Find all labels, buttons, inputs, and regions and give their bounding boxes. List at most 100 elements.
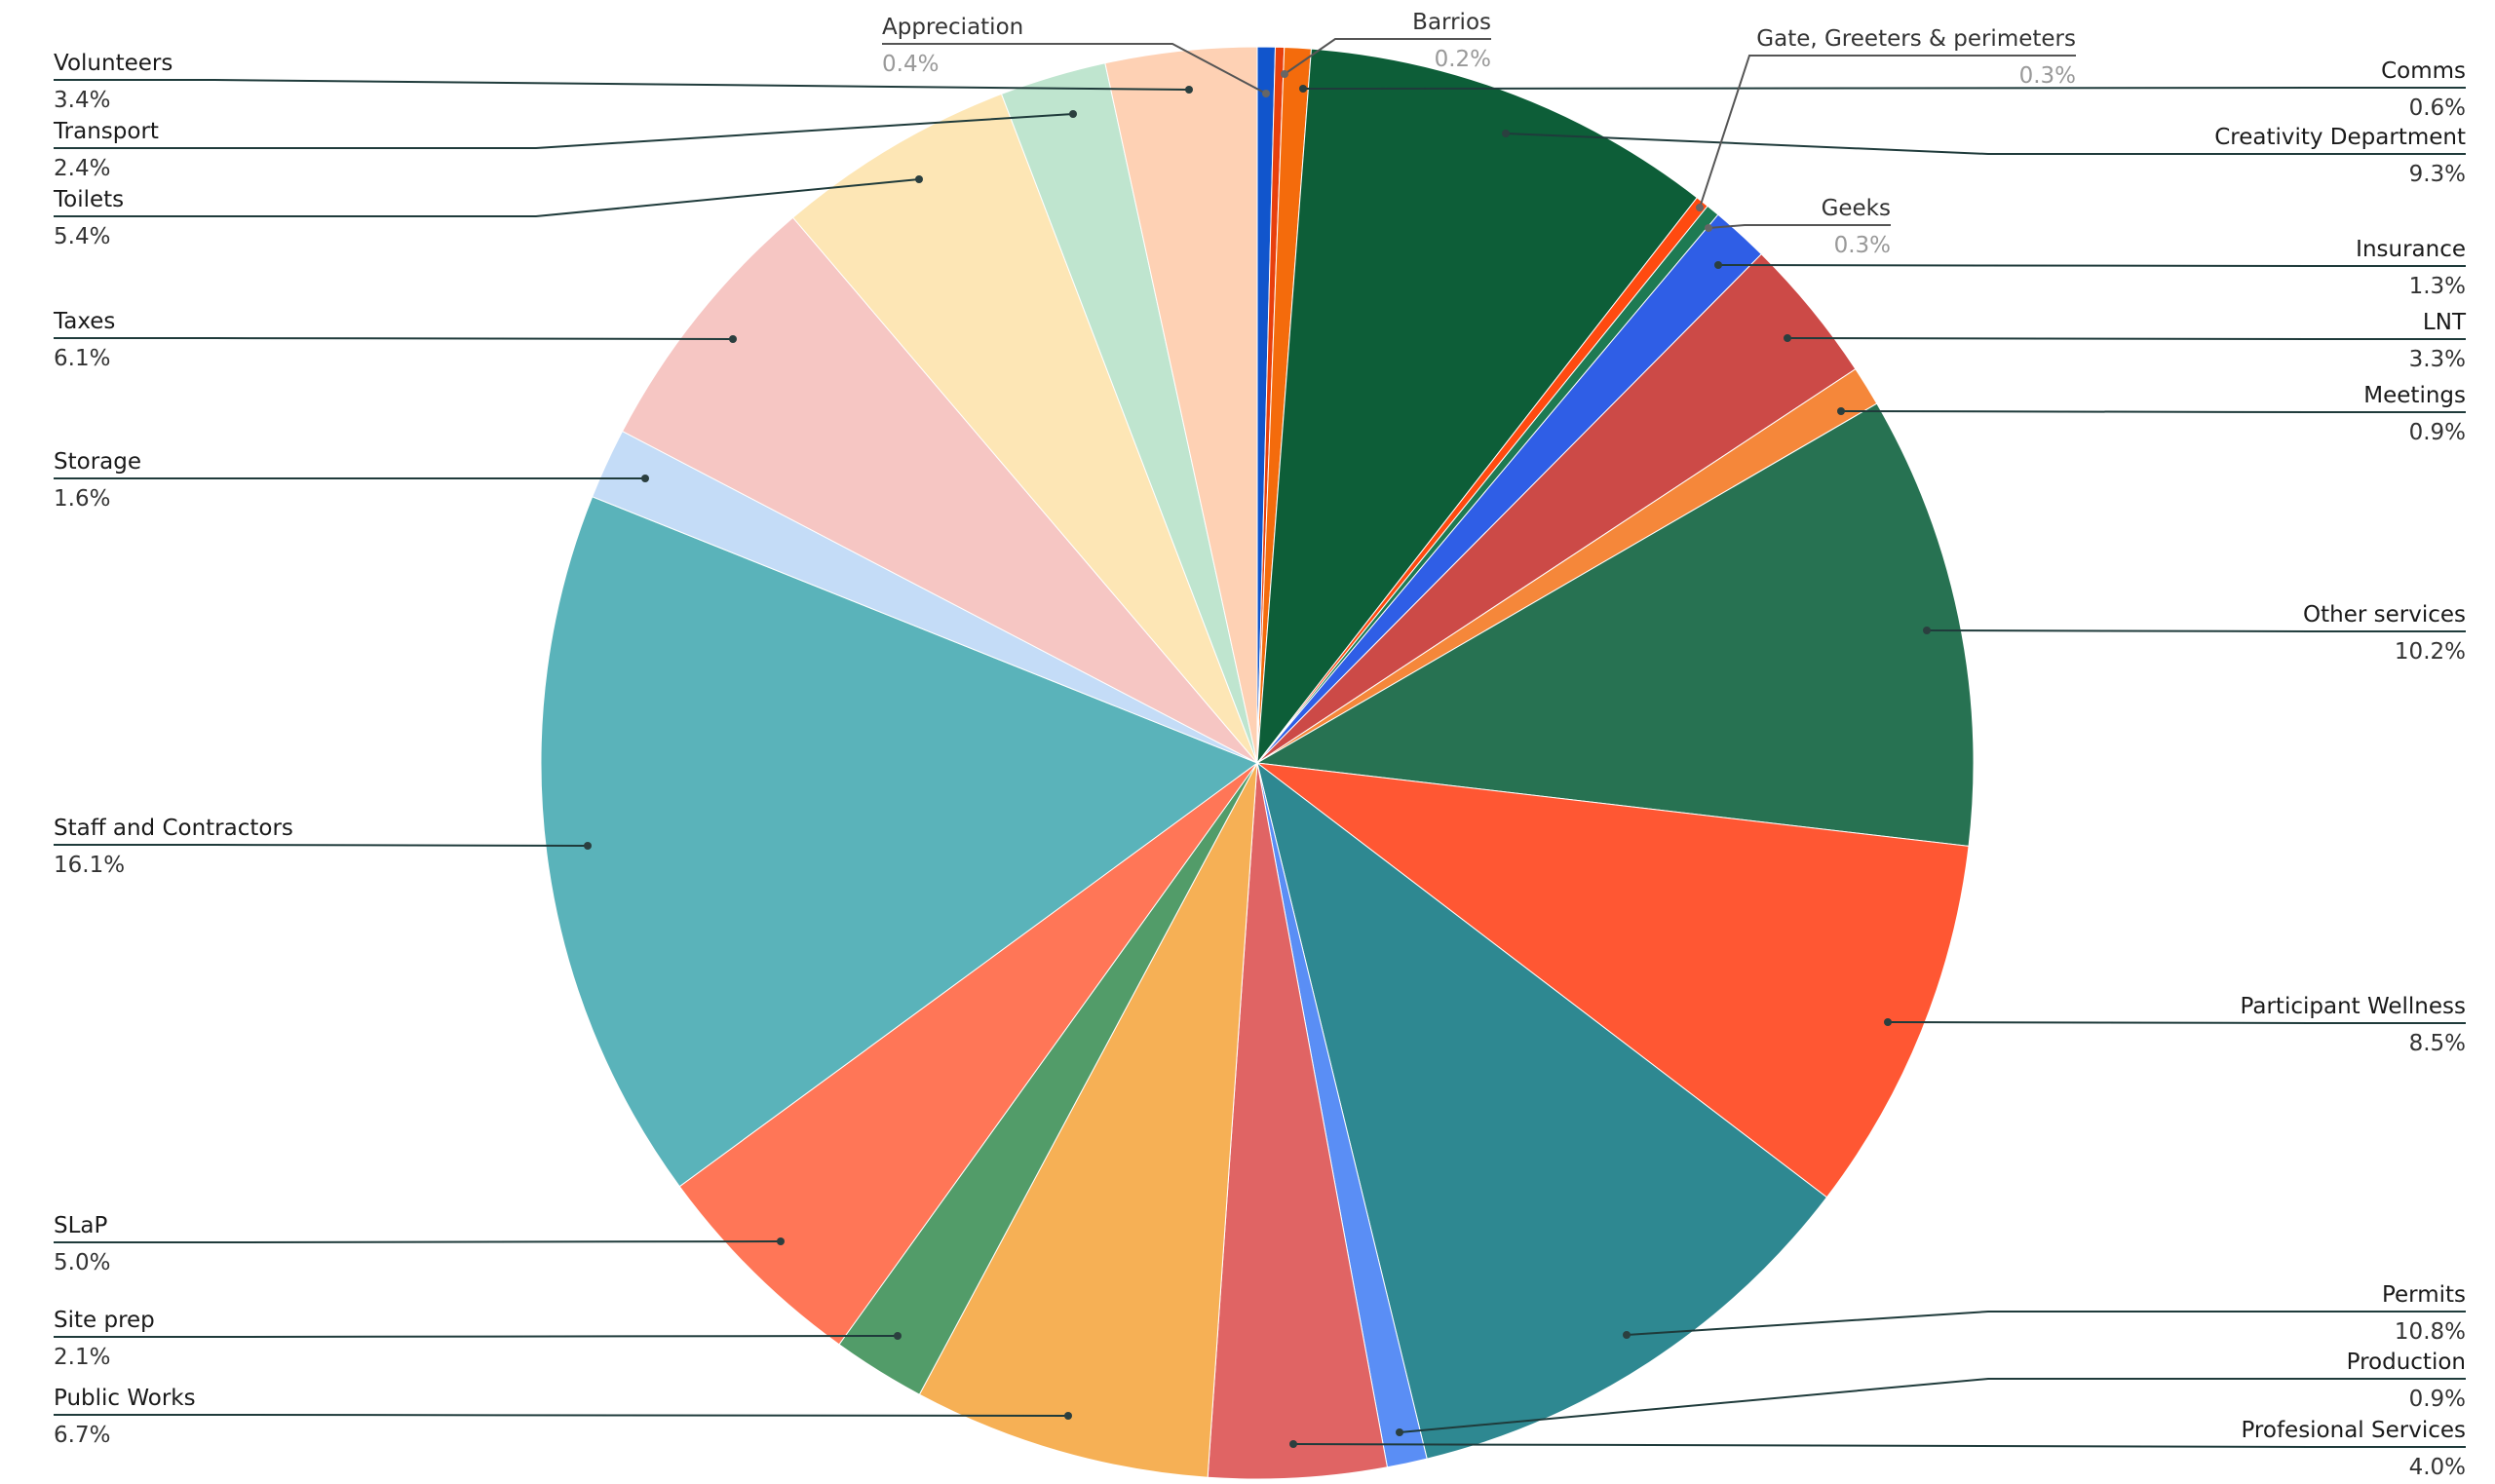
slice-value-insurance: 1.3% <box>2409 274 2466 299</box>
slice-label-toilets: Toilets <box>53 187 124 212</box>
leader-dot-slap <box>777 1237 785 1245</box>
pie-slice-slap <box>678 762 1258 1346</box>
slice-value-toilets: 5.4% <box>54 224 110 249</box>
leader-line-comms <box>1302 87 2466 90</box>
slice-value-public-works: 6.7% <box>54 1423 110 1448</box>
leader-dot-other-services <box>1923 627 1931 634</box>
leader-dot-public-works <box>1064 1412 1072 1420</box>
leader-line-permits <box>1626 1311 2466 1336</box>
slice-value-taxes: 6.1% <box>54 346 110 371</box>
slice-value-permits: 10.8% <box>2395 1319 2466 1345</box>
slice-value-barrios: 0.2% <box>1435 47 1491 72</box>
leader-dot-site-prep <box>894 1332 902 1340</box>
slice-value-creativity-department: 9.3% <box>2409 162 2466 187</box>
leader-dot-volunteers <box>1185 86 1193 94</box>
slice-label-taxes: Taxes <box>53 309 115 334</box>
slice-label-insurance: Insurance <box>2356 237 2466 262</box>
leader-line-participant-wellness <box>1887 1021 2466 1024</box>
leader-dot-insurance <box>1714 261 1722 269</box>
slice-label-transport: Transport <box>53 119 159 144</box>
slice-label-storage: Storage <box>54 449 141 475</box>
slice-label-slap: SLaP <box>54 1213 108 1238</box>
slice-label-production: Production <box>2347 1350 2466 1375</box>
slice-label-creativity-department: Creativity Department <box>2214 125 2466 150</box>
leader-dot-gate-greeters-perimeters <box>1696 204 1704 211</box>
slice-label-staff-and-contractors: Staff and Contractors <box>54 816 293 841</box>
pie-slice-creativity-department <box>1256 48 1698 765</box>
slice-value-storage: 1.6% <box>54 486 110 512</box>
slice-label-volunteers: Volunteers <box>54 51 173 76</box>
slice-label-lnt: LNT <box>2423 310 2467 335</box>
slice-label-site-prep: Site prep <box>54 1308 155 1333</box>
leader-dot-barrios <box>1281 70 1288 78</box>
slice-value-geeks: 0.3% <box>1834 233 1891 258</box>
slice-value-other-services: 10.2% <box>2395 639 2466 665</box>
slice-label-comms: Comms <box>2381 58 2466 84</box>
pie-slice-volunteers <box>1104 46 1258 764</box>
leader-dot-geeks <box>1705 224 1712 232</box>
slice-label-other-services: Other services <box>2303 602 2466 628</box>
leader-line-insurance <box>1717 264 2466 267</box>
pie-slice-other-services <box>1255 402 1975 847</box>
leader-dot-taxes <box>729 335 737 343</box>
slice-value-gate-greeters-perimeters: 0.3% <box>2019 63 2076 89</box>
pie-slices <box>540 46 1975 1480</box>
leader-line-creativity-department <box>1505 133 2466 155</box>
leader-dot-permits <box>1623 1331 1631 1339</box>
leader-line-site-prep <box>54 1335 899 1338</box>
slice-value-site-prep: 2.1% <box>54 1345 110 1370</box>
slice-label-barrios: Barrios <box>1412 10 1491 35</box>
slice-value-transport: 2.4% <box>54 156 110 181</box>
leader-dot-meetings <box>1837 407 1845 415</box>
pie-slice-profesional-services <box>1207 762 1389 1480</box>
slice-label-geeks: Geeks <box>1822 196 1891 221</box>
slice-label-gate-greeters-perimeters: Gate, Greeters & perimeters <box>1756 26 2076 52</box>
slice-label-public-works: Public Works <box>54 1386 196 1411</box>
slice-value-meetings: 0.9% <box>2409 420 2466 445</box>
pie-slice-staff-and-contractors <box>540 496 1259 1188</box>
leader-line-barrios <box>1284 38 1491 75</box>
leader-line-profesional-services <box>1292 1443 2466 1448</box>
slice-value-appreciation: 0.4% <box>882 52 939 77</box>
leader-dot-storage <box>641 475 649 482</box>
leader-line-slap <box>54 1240 782 1243</box>
leader-line-lnt <box>1786 337 2466 340</box>
leader-dot-appreciation <box>1262 90 1270 97</box>
leader-line-geeks <box>1708 224 1891 229</box>
leader-dot-profesional-services <box>1289 1440 1297 1448</box>
leader-dot-transport <box>1069 110 1077 118</box>
leader-line-public-works <box>54 1414 1069 1417</box>
slice-label-meetings: Meetings <box>2363 383 2466 408</box>
leader-dot-comms <box>1299 85 1307 93</box>
leader-dot-toilets <box>915 175 923 183</box>
slice-value-lnt: 3.3% <box>2409 347 2466 372</box>
leader-dot-production <box>1396 1428 1403 1436</box>
leader-line-volunteers <box>54 79 1190 91</box>
leader-line-gate-greeters-perimeters <box>1699 55 2076 209</box>
pie-slice-participant-wellness <box>1255 762 1970 1199</box>
slice-value-staff-and-contractors: 16.1% <box>54 853 125 878</box>
leader-line-other-services <box>1926 629 2466 632</box>
slice-value-comms: 0.6% <box>2409 95 2466 121</box>
leader-line-toilets <box>54 178 920 217</box>
pie-slice-public-works <box>918 762 1258 1478</box>
leader-line-meetings <box>1840 410 2466 413</box>
slice-value-slap: 5.0% <box>54 1250 110 1275</box>
slice-label-permits: Permits <box>2382 1282 2466 1308</box>
leader-line-transport <box>54 113 1074 149</box>
slice-label-profesional-services: Profesional Services <box>2241 1418 2466 1443</box>
leader-dot-lnt <box>1784 334 1791 342</box>
leader-dot-creativity-department <box>1502 130 1510 137</box>
leader-lines <box>54 38 2466 1448</box>
leader-line-production <box>1399 1378 2466 1433</box>
leader-line-appreciation <box>882 43 1267 95</box>
slice-value-participant-wellness: 8.5% <box>2409 1031 2466 1056</box>
pie-slice-toilets <box>791 93 1258 764</box>
leader-dot-staff-and-contractors <box>584 842 592 850</box>
slice-labels: Appreciation 0.4% Barrios 0.2% Comms 0.6% Crea… <box>53 10 2467 1480</box>
leader-line-staff-and-contractors <box>54 844 589 847</box>
slice-label-appreciation: Appreciation <box>882 15 1023 40</box>
slice-value-profesional-services: 4.0% <box>2409 1455 2466 1480</box>
